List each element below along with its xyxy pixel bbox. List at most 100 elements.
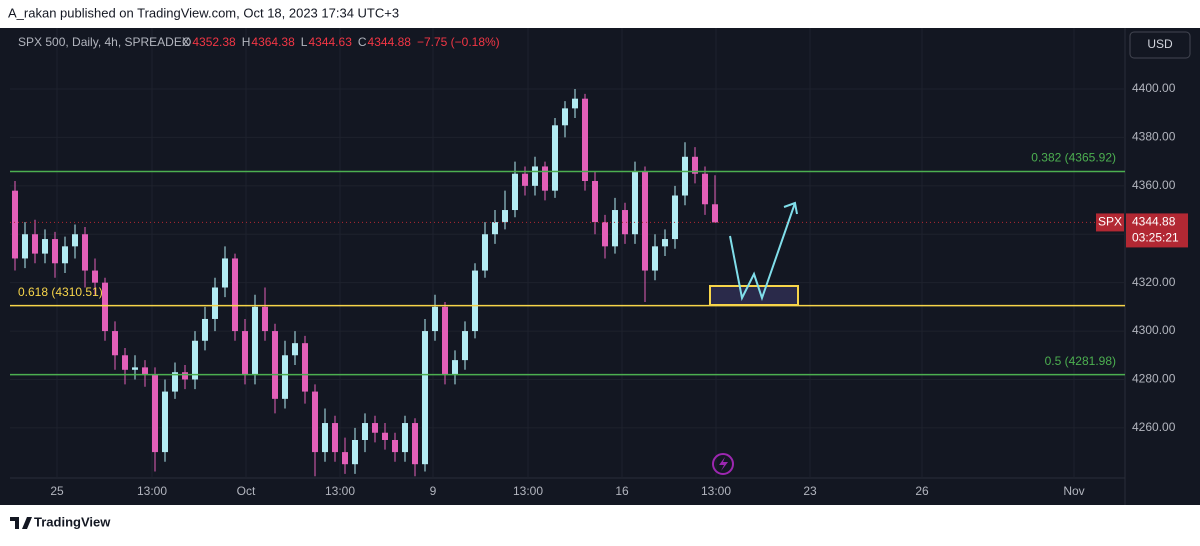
candle-body [352,439,358,465]
candle-body [342,452,348,465]
candle-body [512,173,518,211]
candle-body [452,360,458,375]
candle-body [292,343,298,356]
footer [0,505,1200,541]
candle-body [612,210,618,247]
candle-body [332,423,338,453]
target-zone [709,285,799,306]
candle-body [322,423,328,453]
candle-body [262,306,268,332]
legend-change: −7.75 (−0.18%) [417,35,500,49]
candle-body [642,171,648,271]
x-tick-label: 13:00 [325,484,355,498]
ticker-tag [1096,213,1124,232]
grid [10,28,1125,478]
projection-arrow [729,202,796,302]
candle-body [422,331,428,465]
brand-name: TradingView [34,514,111,529]
candle-body [492,222,498,235]
candle-body [62,246,68,264]
candle-body [572,98,578,109]
candle-body [42,239,48,254]
candle-body [692,156,698,174]
candle-body [412,423,418,465]
legend-value: 4352.38 [192,35,236,49]
candle-body [92,270,98,283]
legend-key: C [358,35,367,49]
alert-bolt [719,457,728,471]
candle-body [502,210,508,223]
y-tick-label: 4360.00 [1132,178,1176,192]
x-tick-label: 13:00 [137,484,167,498]
candle-body [592,180,598,223]
candle-body [12,190,18,259]
y-tick-label: 4300.00 [1132,323,1176,337]
candle-body [432,306,438,332]
candle-body [192,340,198,380]
price-tag [1126,213,1188,248]
candle-body [482,234,488,271]
legend-key: L [301,35,308,49]
candle-body [22,234,28,259]
candle-body [112,331,118,356]
candle-body [302,343,308,392]
candle-body [142,367,148,375]
y-tick-label: 4400.00 [1132,81,1176,95]
price-label: 4344.88 [1132,215,1176,229]
candle-body [132,367,138,370]
candle-body [182,372,188,380]
candle-body [102,282,108,332]
candle-body [162,391,168,453]
candle-body [552,125,558,191]
fib-label: 0.382 (4365.92) [1031,151,1116,165]
currency-button[interactable] [1129,31,1191,59]
x-tick-label: Nov [1063,484,1084,498]
candle-body [152,374,158,453]
candle-body [252,306,258,375]
countdown-label: 03:25:21 [1132,231,1179,245]
candle-body [282,355,288,399]
y-tick-label: 4380.00 [1132,130,1176,144]
chart-background [0,28,1200,505]
arrow-head [783,201,798,215]
legend-value: 4344.88 [368,35,412,49]
candle-body [602,222,608,247]
candle-body [362,423,368,440]
legend-key: H [242,35,251,49]
candle-body [242,331,248,375]
candle-body [702,173,708,205]
candle-body [532,166,538,186]
candles [12,89,718,477]
candle-body [232,258,238,332]
candle-body [72,234,78,247]
candle-body [52,239,58,264]
candle-body [122,355,128,370]
currency-label: USD [1147,37,1173,51]
candle-body [462,331,468,361]
candle-body [662,239,668,247]
brand-logo [10,517,32,529]
candle-body [442,306,448,375]
x-tick-label: 9 [430,484,437,498]
candle-body [472,270,478,332]
legend-key: O [182,35,191,49]
alert-icon[interactable] [712,453,734,475]
x-tick-label: 23 [803,484,817,498]
y-tick-label: 4260.00 [1132,420,1176,434]
candle-body [202,318,208,341]
legend-value: 4364.38 [251,35,295,49]
candle-body [712,204,718,223]
x-tick-label: 13:00 [701,484,731,498]
candle-body [562,108,568,126]
candle-body [392,439,398,453]
candle-body [652,246,658,271]
legend-value: 4344.63 [308,35,352,49]
x-tick-label: 25 [50,484,64,498]
candle-body [402,423,408,453]
candle-body [522,173,528,186]
candle-body [372,423,378,433]
candle-body [542,166,548,191]
candle-body [632,171,638,235]
